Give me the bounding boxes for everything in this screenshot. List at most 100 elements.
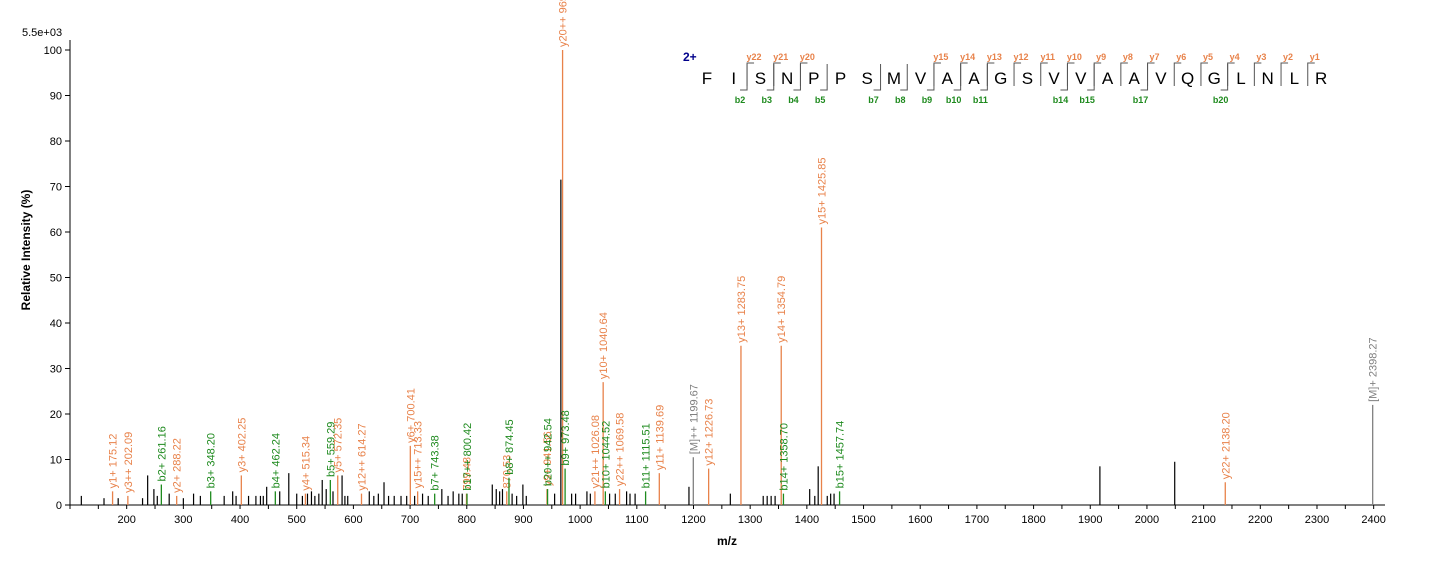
x-axis: 200 300 400 500 600 700 800 900 1000 1100 1200 1300…	[69, 505, 1386, 526]
peak-label: b10+ 1044.52	[600, 421, 612, 489]
peak-label: y15+ 1425.85	[817, 157, 829, 224]
sequence-residue: L	[1290, 69, 1299, 88]
y-axis-title: Relative Intensity (%)	[19, 190, 33, 311]
y-ion-bracket	[1173, 62, 1182, 86]
x-axis-title: m/z	[717, 534, 737, 548]
y-ion-bracket	[1040, 62, 1048, 86]
y-ion-label: y5	[1203, 52, 1213, 62]
peak-label: y22++ 1069.58	[615, 413, 627, 486]
x-tick-label: 200	[118, 514, 136, 526]
x-tick-label: 2200	[1248, 514, 1272, 526]
b-ion-bracket	[926, 64, 935, 91]
sequence-residue: A	[968, 69, 980, 88]
sequence-residue: A	[942, 69, 954, 88]
b-ion-label: b17	[1133, 95, 1149, 105]
y-ion-label: y22	[747, 52, 762, 62]
y-tick-label: 90	[50, 91, 62, 103]
x-tick-label: 400	[231, 514, 249, 526]
b-ion-label: b5	[815, 95, 826, 105]
y-ion-bracket	[960, 62, 968, 86]
x-tick-label: 1100	[625, 514, 649, 526]
y-ion-bracket	[746, 62, 755, 86]
sequence-residue: Q	[1181, 69, 1194, 88]
peak-label: y9+ 941.56	[542, 431, 554, 486]
peak-label: y12++ 614.27	[356, 423, 368, 490]
y-ion-label: y10	[1067, 52, 1082, 62]
sequence-residue: G	[994, 69, 1007, 88]
b-ion-label: b15	[1079, 95, 1095, 105]
sequence-residue: S	[755, 69, 766, 88]
x-tick-label: 2400	[1361, 514, 1385, 526]
x-tick-label: 1900	[1078, 514, 1102, 526]
b-ion-label: b3	[761, 95, 772, 105]
x-tick-label: 700	[401, 514, 419, 526]
y-ion-label: y20	[800, 52, 815, 62]
y-tick-label: 20	[50, 409, 62, 421]
peak-label: y6+ 700.41	[405, 388, 417, 443]
annotated-peaks: y1+ 175.12 y3++ 202.09 b2+ 261.16 y2+ 288.2…	[108, 0, 1380, 505]
peak-label: b17++ 800.42	[462, 423, 474, 491]
sequence-residue: A	[1102, 69, 1114, 88]
peak-label: b11+ 1115.51	[641, 423, 653, 488]
sequence-residue: M	[887, 69, 901, 88]
unannotated-peaks	[80, 179, 1176, 505]
sequence-residue: V	[1075, 69, 1087, 88]
peak-label: y11+ 1139.69	[654, 405, 666, 470]
peak-label: 799.48	[461, 457, 473, 491]
peak-label: [M]+ 2398.27	[1368, 337, 1380, 402]
peak-label: y20++ 969.04	[558, 0, 570, 47]
max-intensity-label: 5.5e+03	[22, 27, 62, 39]
peak-label: [M]++ 1199.67	[688, 384, 700, 454]
y-ion-bracket	[1147, 62, 1155, 86]
b-ion-bracket	[900, 64, 908, 91]
b-ion-label: b14	[1053, 95, 1069, 105]
x-tick-label: 500	[288, 514, 306, 526]
y-ion-label: y9	[1096, 52, 1106, 62]
y-ion-label: y15	[933, 52, 948, 62]
b-ion-label: b11	[973, 95, 988, 105]
b-ion-bracket	[1087, 64, 1095, 91]
peak-label: b3+ 348.20	[206, 433, 218, 488]
charge-state-label: 2+	[683, 50, 697, 64]
b-ion-bracket	[740, 64, 748, 91]
b-ion-label: b10	[946, 95, 962, 105]
b-ion-bracket	[766, 64, 775, 91]
peak-label: b14+ 1358.70	[778, 423, 790, 491]
b-ion-label: b4	[788, 95, 799, 105]
b-ion-label: b9	[922, 95, 933, 105]
y-tick-label: 10	[50, 455, 62, 467]
peak-label: b2+ 261.16	[156, 426, 168, 481]
y-ion-bracket	[1200, 62, 1208, 86]
x-tick-label: 1300	[738, 514, 762, 526]
b-ion-label: b7	[868, 95, 879, 105]
y-ion-bracket	[1120, 62, 1128, 86]
x-tick-label: 2000	[1135, 514, 1159, 526]
peak-label: y22+ 2138.20	[1220, 412, 1232, 479]
y-ion-bracket	[1227, 62, 1235, 86]
peak-label: y1+ 175.12	[108, 434, 120, 489]
y-ion-label: y2	[1283, 52, 1293, 62]
b-ion-bracket	[1220, 64, 1229, 91]
peak-label: y10+ 1040.64	[598, 312, 610, 379]
y-ion-label: y8	[1123, 52, 1133, 62]
peak-label: y12+ 1226.73	[704, 399, 716, 466]
x-tick-label: 300	[174, 514, 192, 526]
peak-label: y5+ 572.35	[333, 418, 345, 473]
peak-label: b8+ 874.45	[504, 419, 516, 474]
y-ion-label: y4	[1230, 52, 1240, 62]
b-ion-bracket	[873, 64, 882, 91]
sequence-residue: S	[862, 69, 873, 88]
y-axis: 0 10 20 30 40 50 60 70 80 90 100	[44, 45, 70, 512]
sequence-residue: F	[702, 69, 712, 88]
b-ion-label: b20	[1213, 95, 1229, 105]
b-ion-bracket	[820, 64, 828, 91]
peak-label: y3+ 402.25	[236, 418, 248, 473]
y-ion-bracket	[1307, 62, 1315, 86]
peak-label: y13+ 1283.75	[736, 276, 748, 343]
b-ion-bracket	[1140, 64, 1149, 91]
peak-label: b9+ 973.48	[560, 410, 572, 465]
b-ion-bracket	[980, 64, 988, 91]
x-tick-label: 1700	[965, 514, 989, 526]
x-tick-label: 2300	[1305, 514, 1329, 526]
